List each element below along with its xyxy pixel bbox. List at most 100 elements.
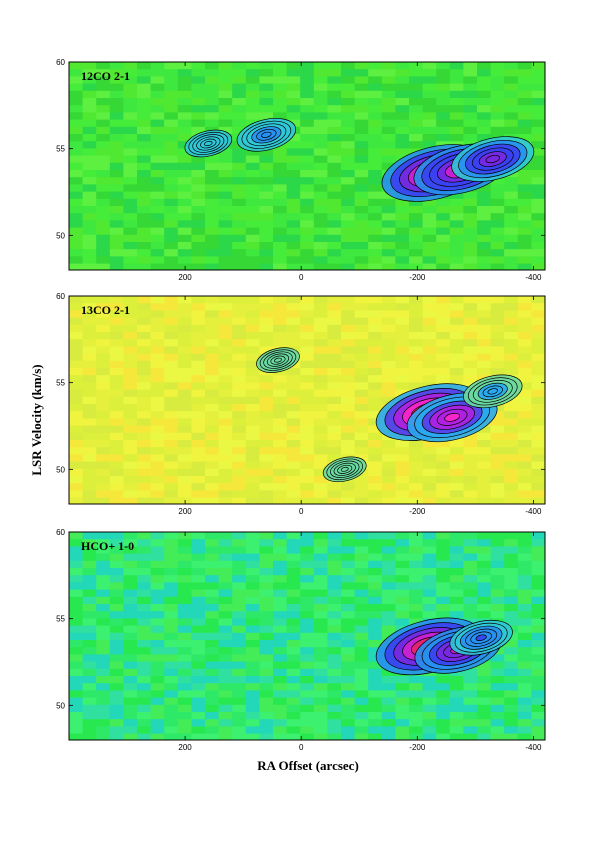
background-pixel (205, 454, 219, 462)
background-pixel (259, 618, 274, 626)
background-pixel (300, 704, 315, 713)
background-pixel (218, 148, 233, 156)
background-pixel (300, 632, 315, 641)
background-pixel (177, 440, 192, 448)
background-pixel (341, 546, 355, 554)
background-pixel (82, 332, 97, 340)
background-pixel (218, 582, 233, 590)
background-pixel (422, 256, 437, 264)
background-pixel (150, 90, 165, 99)
background-pixel (490, 476, 505, 484)
background-pixel (123, 234, 138, 243)
background-pixel (504, 213, 519, 221)
background-pixel (259, 425, 274, 434)
background-pixel (273, 242, 287, 250)
background-pixel (409, 90, 423, 99)
background-pixel (164, 539, 179, 547)
background-pixel (191, 332, 206, 340)
background-pixel (109, 661, 124, 670)
background-pixel (313, 411, 328, 419)
background-pixel (368, 683, 383, 691)
background-pixel (191, 119, 206, 128)
background-pixel (327, 98, 342, 106)
background-pixel (191, 213, 206, 221)
background-pixel (341, 668, 355, 677)
background-pixel (313, 539, 328, 547)
background-pixel (109, 213, 124, 221)
background-pixel (150, 134, 165, 142)
background-pixel (69, 242, 83, 250)
background-pixel (273, 632, 287, 641)
background-pixel (313, 170, 328, 178)
background-pixel (286, 454, 301, 462)
background-pixel (381, 483, 396, 491)
background-pixel (177, 647, 192, 655)
background-pixel (177, 368, 192, 376)
background-pixel (517, 360, 532, 369)
background-pixel (504, 242, 519, 250)
background-pixel (259, 726, 274, 734)
background-pixel (82, 726, 97, 734)
background-pixel (150, 468, 165, 477)
background-pixel (205, 539, 219, 547)
background-pixel (504, 69, 519, 77)
background-pixel (123, 227, 138, 236)
background-pixel (504, 596, 519, 605)
background-pixel (286, 339, 301, 347)
background-pixel (531, 411, 545, 419)
background-pixel (232, 476, 247, 484)
background-pixel (273, 184, 287, 192)
background-pixel (259, 532, 274, 540)
background-pixel (164, 490, 179, 498)
background-pixel (381, 332, 396, 340)
background-pixel (313, 353, 328, 362)
background-pixel (300, 148, 315, 156)
background-pixel (504, 98, 519, 106)
background-pixel (218, 432, 233, 441)
background-pixel (463, 90, 478, 99)
background-pixel (177, 625, 192, 634)
background-pixel (164, 148, 179, 156)
background-pixel (232, 155, 247, 164)
background-pixel (368, 98, 383, 106)
background-pixel (531, 618, 545, 626)
background-pixel (313, 553, 328, 562)
background-pixel (313, 112, 328, 120)
background-pixel (286, 382, 301, 390)
background-pixel (286, 661, 301, 670)
background-pixel (245, 382, 260, 390)
background-pixel (205, 668, 219, 677)
background-pixel (449, 126, 464, 135)
background-pixel (69, 476, 83, 484)
background-pixel (137, 119, 151, 128)
background-pixel (341, 632, 355, 641)
background-pixel (150, 119, 165, 128)
background-pixel (327, 332, 342, 340)
background-pixel (477, 339, 491, 347)
background-pixel (82, 404, 97, 412)
background-pixel (313, 69, 328, 77)
background-pixel (300, 425, 315, 434)
background-pixel (477, 83, 491, 92)
background-pixel (123, 468, 138, 477)
background-pixel (313, 148, 328, 156)
background-pixel (341, 596, 355, 605)
background-pixel (327, 418, 342, 426)
background-pixel (368, 596, 383, 605)
background-pixel (137, 712, 151, 720)
background-pixel (232, 360, 247, 369)
background-pixel (300, 375, 315, 383)
background-pixel (273, 532, 287, 540)
background-pixel (109, 227, 124, 236)
background-pixel (150, 249, 165, 257)
background-pixel (286, 191, 301, 200)
background-pixel (477, 497, 491, 504)
background-pixel (218, 604, 233, 612)
background-pixel (517, 625, 532, 634)
background-pixel (82, 396, 97, 405)
background-pixel (137, 98, 151, 106)
background-pixel (245, 647, 260, 655)
background-pixel (531, 62, 545, 70)
background-pixel (191, 618, 206, 626)
background-pixel (109, 263, 124, 270)
